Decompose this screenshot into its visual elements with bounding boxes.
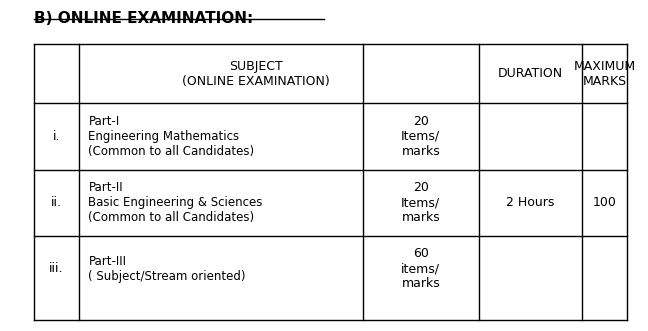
Text: 20
Items/
marks: 20 Items/ marks [401,115,441,158]
Text: iii.: iii. [49,262,64,275]
Text: ii.: ii. [51,196,62,209]
Text: i.: i. [52,130,60,143]
Text: DURATION: DURATION [498,67,563,80]
Text: Part-III
( Subject/Stream oriented): Part-III ( Subject/Stream oriented) [89,255,246,283]
Text: B) ONLINE EXAMINATION:: B) ONLINE EXAMINATION: [34,11,253,26]
Text: 2 Hours: 2 Hours [506,196,555,209]
Text: MAXIMUM
MARKS: MAXIMUM MARKS [573,60,636,88]
Text: Part-I
Engineering Mathematics
(Common to all Candidates): Part-I Engineering Mathematics (Common t… [89,115,255,158]
Text: 60
items/
marks: 60 items/ marks [401,247,440,290]
Text: Part-II
Basic Engineering & Sciences
(Common to all Candidates): Part-II Basic Engineering & Sciences (Co… [89,181,263,224]
Text: SUBJECT
(ONLINE EXAMINATION): SUBJECT (ONLINE EXAMINATION) [182,60,330,88]
Text: 20
Items/
marks: 20 Items/ marks [401,181,441,224]
Text: 100: 100 [593,196,617,209]
